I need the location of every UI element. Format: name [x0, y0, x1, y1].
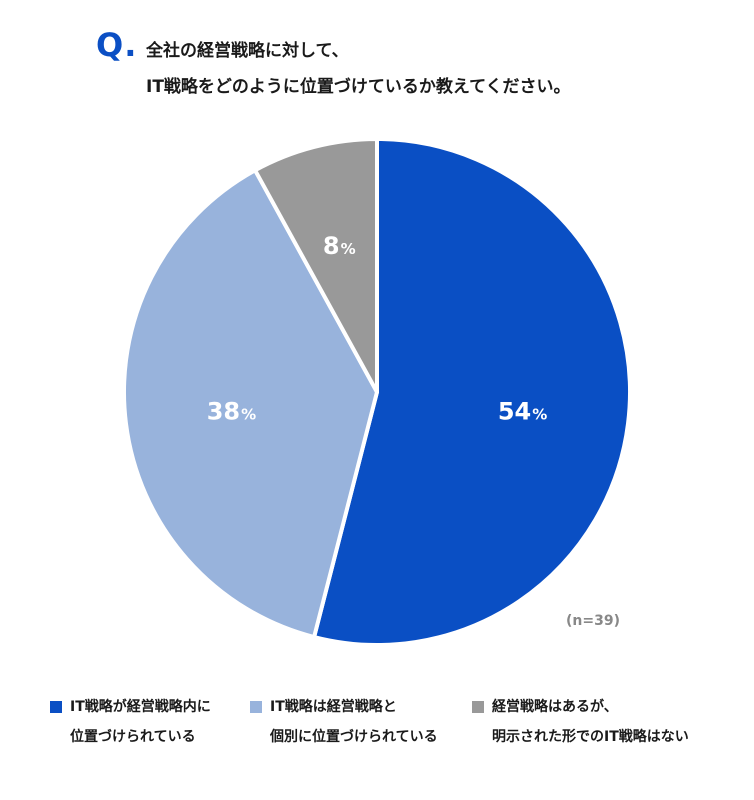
legend-swatch-1 [50, 701, 62, 713]
legend-label-1-line-2: 位置づけられている [70, 729, 196, 745]
legend-label-2-line-1: IT戦略は経営戦略と [270, 699, 397, 715]
legend-item-3: 経営戦略はあるが、 明示された形でのIT戦略はない [472, 692, 689, 752]
legend-swatch-2 [250, 701, 262, 713]
legend-label-3-line-1: 経営戦略はあるが、 [492, 699, 618, 715]
legend-label-3-line-2: 明示された形でのIT戦略はない [492, 729, 689, 745]
legend-item-1: IT戦略が経営戦略内に 位置づけられている [50, 692, 211, 752]
legend-swatch-3 [472, 701, 484, 713]
question-mark: Q. [96, 26, 138, 64]
pie-slice-2 [122, 168, 379, 640]
question-line-1: 全社の経営戦略に対して、 [146, 41, 349, 61]
legend-label-2-line-2: 個別に位置づけられている [270, 729, 438, 745]
pie-label-1: 54% [498, 397, 547, 425]
pie-slice-1 [312, 137, 632, 647]
legend-item-2: IT戦略は経営戦略と 個別に位置づけられている [250, 692, 438, 752]
legend-label-1-line-1: IT戦略が経営戦略内に [70, 699, 211, 715]
pie-label-3: 8% [323, 232, 356, 260]
pie-label-2: 38% [207, 397, 256, 425]
question-text: 全社の経営戦略に対して、 IT戦略をどのように位置づけているか教えてください。 [146, 33, 571, 105]
pie-slice-3 [253, 137, 379, 394]
sample-size-note: (n=39) [566, 613, 620, 629]
question-line-2: IT戦略をどのように位置づけているか教えてください。 [146, 77, 571, 97]
